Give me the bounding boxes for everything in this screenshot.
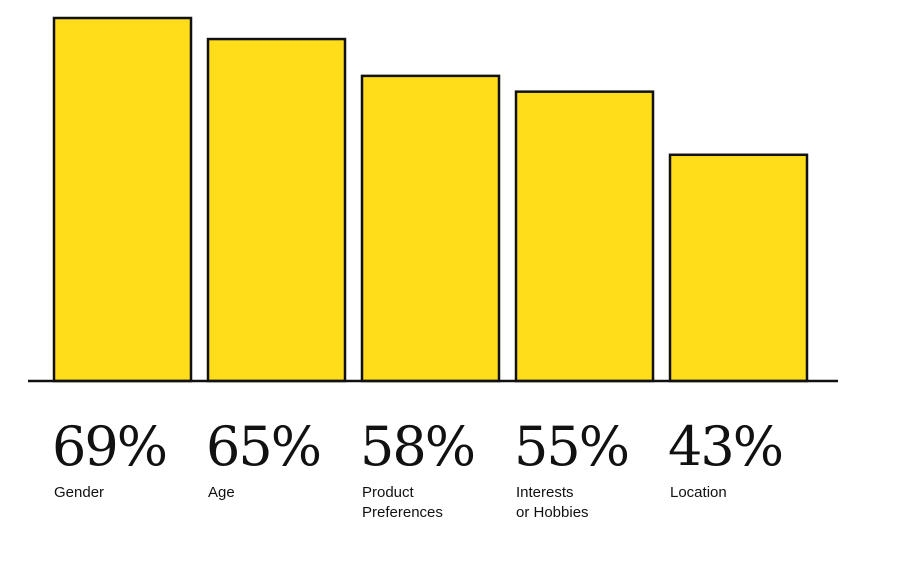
- category-labels-group: Gender Age Product Preferences Interests or H…: [54, 484, 727, 521]
- value-label: 55%: [514, 415, 628, 478]
- category-label-line: Age: [208, 484, 235, 501]
- bar-age: [206, 37, 347, 383]
- bar-location: [668, 153, 809, 383]
- category-label: Product Preferences: [362, 484, 443, 521]
- bars-group: [52, 16, 809, 383]
- value-labels-group: 69% 65% 58% 55% 43%: [52, 415, 784, 478]
- value-label: 58%: [360, 415, 474, 478]
- category-label-line: Interests: [516, 484, 574, 501]
- category-label: Interests or Hobbies: [516, 484, 589, 521]
- bar-product-preferences: [360, 74, 501, 383]
- category-label: Location: [670, 484, 727, 501]
- value-label: 65%: [206, 415, 320, 478]
- category-label-line: Product: [362, 484, 415, 501]
- category-label: Gender: [54, 484, 104, 501]
- category-label-line: Preferences: [362, 504, 443, 521]
- bar-gender: [52, 16, 193, 383]
- category-label-line: Gender: [54, 484, 104, 501]
- value-label: 69%: [52, 415, 166, 478]
- category-label: Age: [208, 484, 235, 501]
- category-label-line: Location: [670, 484, 727, 501]
- value-label: 43%: [668, 415, 782, 478]
- category-label-line: or Hobbies: [516, 504, 589, 521]
- bar-interests-or-hobbies: [514, 90, 655, 383]
